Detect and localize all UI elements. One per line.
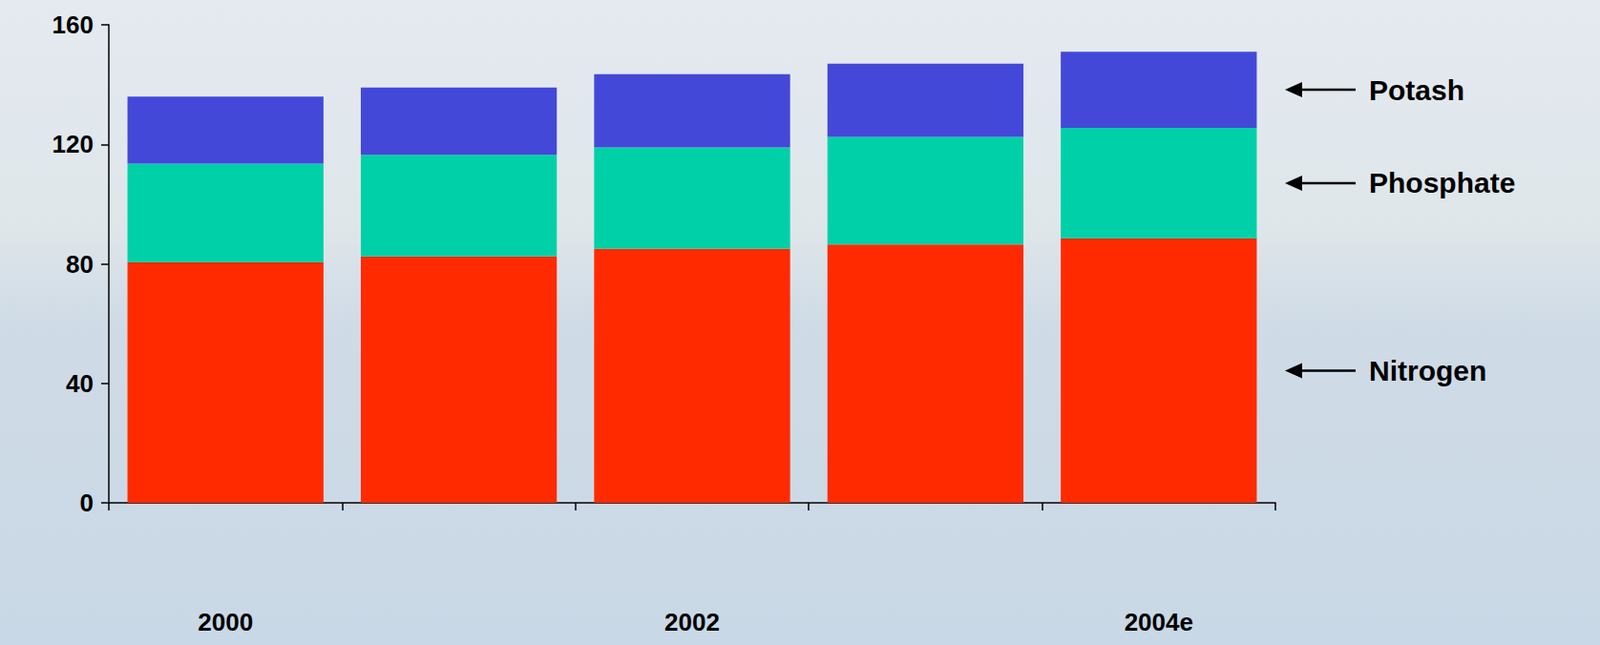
svg-text:2000: 2000 <box>197 608 253 637</box>
svg-text:2002: 2002 <box>664 608 720 637</box>
svg-text:120: 120 <box>52 129 94 159</box>
svg-text:80: 80 <box>65 250 94 279</box>
svg-text:Nitrogen: Nitrogen <box>1368 355 1487 387</box>
svg-text:Potash: Potash <box>1368 74 1465 106</box>
svg-text:40: 40 <box>65 369 94 399</box>
svg-text:160: 160 <box>52 10 94 40</box>
svg-text:0: 0 <box>80 488 94 518</box>
svg-text:Phosphate: Phosphate <box>1368 167 1516 199</box>
svg-text:2004e: 2004e <box>1124 608 1194 637</box>
